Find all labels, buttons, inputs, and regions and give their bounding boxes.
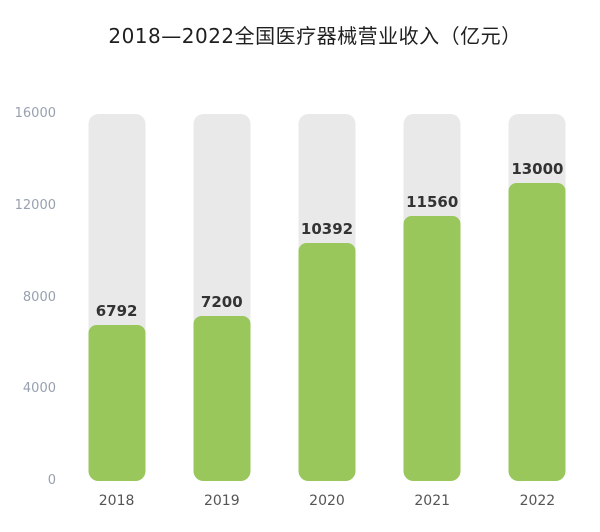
plot-area: 6792 2018 7200 2019 10392 2020 11560 2021 13000 2… xyxy=(64,114,590,509)
bar-group-2021: 11560 2021 xyxy=(380,114,485,509)
category-label: 2019 xyxy=(203,493,240,509)
y-tick-label: 4000 xyxy=(22,381,56,397)
bar-track: 10392 xyxy=(298,114,356,481)
category-label: 2018 xyxy=(98,493,135,509)
bar-track: 7200 xyxy=(193,114,251,481)
y-tick-label: 12000 xyxy=(14,197,56,213)
bar-group-2020: 10392 2020 xyxy=(274,114,379,509)
bar-group-2019: 7200 2019 xyxy=(169,114,274,509)
bar-2021[interactable] xyxy=(403,215,461,481)
y-tick-label: 16000 xyxy=(14,106,56,121)
bar-2018[interactable] xyxy=(88,325,146,481)
y-tick-label: 0 xyxy=(47,473,56,488)
value-label: 6792 xyxy=(95,302,138,321)
y-axis: 0 4000 8000 12000 16000 xyxy=(0,106,56,488)
bars-container: 6792 2018 7200 2019 10392 2020 11560 2021 13000 2… xyxy=(64,114,590,509)
value-label: 11560 xyxy=(406,192,459,211)
bar-track: 6792 xyxy=(88,114,146,481)
category-label: 2021 xyxy=(414,493,451,509)
bar-group-2022: 13000 2022 xyxy=(485,114,590,509)
bar-2020[interactable] xyxy=(298,242,356,481)
category-label: 2020 xyxy=(309,493,345,509)
value-label: 13000 xyxy=(511,159,564,178)
category-label: 2022 xyxy=(519,493,556,509)
bar-track: 13000 xyxy=(508,114,566,481)
bar-track: 11560 xyxy=(403,114,461,481)
chart-title: 2018—2022全国医疗器械营业收入（亿元） xyxy=(108,24,522,48)
bar-2019[interactable] xyxy=(193,315,251,481)
bar-group-2018: 6792 2018 xyxy=(64,114,169,509)
value-label: 7200 xyxy=(200,292,243,311)
bar-2022[interactable] xyxy=(508,182,566,481)
value-label: 10392 xyxy=(300,219,354,238)
y-tick-label: 8000 xyxy=(22,289,56,305)
